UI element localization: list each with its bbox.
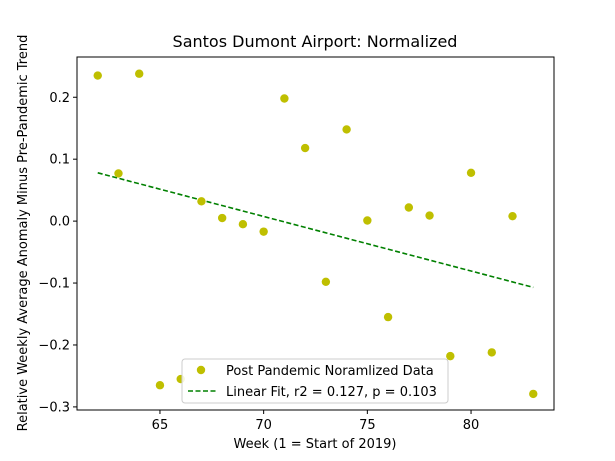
data-point-10	[300, 143, 310, 153]
y-tick-label-5: 0.2	[49, 91, 70, 106]
plot-frame	[76, 56, 555, 411]
data-point-17	[446, 351, 455, 361]
x-axis-ticks: 65 70 75 80	[152, 410, 480, 433]
data-point-2	[135, 69, 144, 78]
y-tick-label-2: −0.1	[38, 277, 70, 292]
data-point-21	[529, 389, 538, 399]
chart-title: Santos Dumont Airport: Normalized	[173, 32, 458, 51]
x-tick-label-3: 80	[463, 418, 480, 433]
legend: Post Pandemic Noramlized Data Linear Fit…	[181, 358, 449, 404]
data-point-3	[155, 381, 165, 390]
data-point-6	[217, 213, 227, 223]
data-point-15	[404, 203, 414, 212]
data-point-0	[93, 71, 102, 80]
data-point-19	[487, 348, 496, 357]
x-tick-label-1: 70	[255, 418, 272, 433]
data-point-16	[425, 211, 434, 220]
x-axis-title: Week (1 = Start of 2019)	[234, 437, 397, 452]
data-point-9	[280, 94, 289, 103]
y-tick-label-1: −0.2	[38, 338, 70, 353]
legend-marker-scatter	[196, 365, 206, 375]
data-point-11	[321, 277, 331, 287]
data-point-12	[342, 125, 351, 134]
data-point-5	[197, 197, 206, 206]
plot-marks	[93, 69, 538, 399]
data-point-7	[238, 220, 248, 229]
legend-label-fit-line: Linear Fit, r2 = 0.127, p = 0.103	[226, 385, 437, 400]
y-tick-label-0: −0.3	[38, 400, 70, 415]
y-axis-title: Relative Weekly Average Anomaly Minus Pr…	[16, 35, 31, 432]
data-point-8	[259, 227, 268, 236]
y-tick-label-4: 0.1	[49, 153, 70, 168]
data-point-1	[114, 169, 123, 178]
data-point-13	[363, 216, 372, 225]
y-tick-label-3: 0.0	[49, 215, 70, 230]
x-tick-label-2: 75	[359, 418, 376, 433]
data-point-18	[466, 168, 476, 178]
fit-line	[97, 172, 534, 289]
legend-box	[181, 358, 449, 404]
x-tick-label-0: 65	[152, 418, 169, 433]
legend-label-scatter: Post Pandemic Noramlized Data	[226, 364, 434, 379]
data-point-20	[508, 211, 517, 221]
data-point-14	[383, 312, 393, 322]
y-axis-ticks: −0.3 −0.2 −0.1 0.0 0.1 0.2	[38, 91, 77, 415]
